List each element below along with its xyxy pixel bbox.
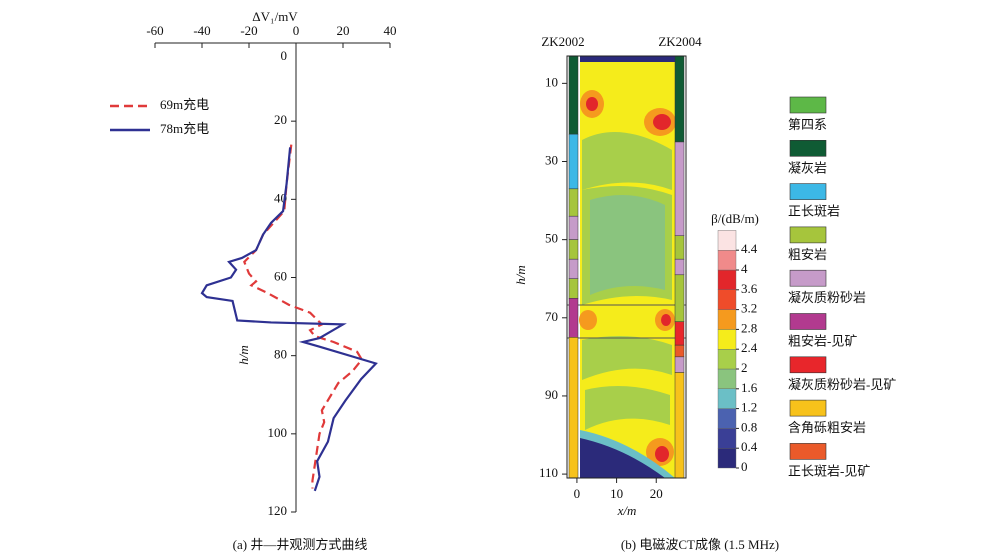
colorbar-band	[717, 368, 737, 389]
colorbar-label: β/(dB/m)	[711, 211, 759, 226]
borehole-segment	[674, 274, 685, 322]
x-tick-label: 10	[610, 486, 623, 501]
y-axis-label: h/m	[513, 265, 528, 285]
x-axis-label: ΔV₁/mV	[252, 9, 298, 24]
borehole-segment	[674, 356, 685, 373]
borehole-label: ZK2004	[658, 34, 702, 49]
lithology-label: 含角砾粗安岩	[788, 420, 866, 435]
lithology-swatch	[789, 399, 827, 417]
y-tick-label: 100	[268, 425, 288, 440]
borehole-segment	[568, 258, 579, 279]
colorbar-tick-label: 0.8	[741, 419, 757, 434]
borehole-segment	[674, 55, 685, 143]
colorbar-band	[717, 408, 737, 429]
lithology-swatch	[789, 96, 827, 114]
borehole-segment	[674, 344, 685, 358]
y-tick-label: 0	[281, 48, 288, 63]
x-tick-label: 20	[650, 486, 663, 501]
y-tick-label: 90	[545, 387, 558, 402]
colorbar-tick-label: 1.6	[741, 380, 758, 395]
colorbar-tick-label: 3.6	[741, 281, 758, 296]
lithology-label: 凝灰质粉砂岩-见矿	[788, 377, 896, 392]
x-tick-label: -40	[193, 23, 210, 38]
colorbar-band	[717, 289, 737, 310]
colorbar-tick-label: 0.4	[741, 439, 758, 454]
colorbar-tick-label: 2.4	[741, 340, 758, 355]
colorbar-band	[717, 428, 737, 449]
borehole-segment	[674, 372, 685, 479]
x-axis-label: x/m	[617, 503, 637, 518]
colorbar-tick-label: 4.4	[741, 241, 758, 256]
lithology-label: 正长斑岩-见矿	[788, 463, 870, 478]
y-tick-label: 120	[268, 503, 288, 518]
colorbar-tick-label: 3.2	[741, 301, 757, 316]
lithology-swatch	[789, 183, 827, 200]
lithology-swatch	[789, 356, 827, 374]
borehole-segment	[568, 188, 579, 217]
y-tick-label: 70	[545, 309, 558, 324]
legend-label: 78m充电	[160, 121, 209, 136]
borehole-segment	[674, 141, 685, 236]
caption: (b) 电磁波CT成像 (1.5 MHz)	[621, 537, 779, 552]
x-tick-label: 20	[337, 23, 350, 38]
colorbar-band	[717, 309, 737, 330]
lithology-label: 凝灰质粉砂岩	[788, 290, 866, 305]
lithology-label: 粗安岩	[788, 247, 827, 262]
colorbar-tick-label: 2.8	[741, 320, 757, 335]
contour-field	[566, 56, 687, 478]
borehole-label: ZK2002	[541, 34, 584, 49]
x-tick-label: 40	[384, 23, 397, 38]
colorbar-tick-label: 0	[741, 459, 748, 474]
borehole-segment	[568, 239, 579, 260]
y-tick-label: 80	[274, 347, 287, 362]
colorbar-band	[717, 230, 737, 251]
lithology-label: 正长斑岩	[788, 204, 840, 219]
y-tick-label: 30	[545, 152, 558, 167]
caption: (a) 井—井观测方式曲线	[233, 537, 368, 552]
lithology-label: 凝灰岩	[788, 160, 827, 175]
colorbar-tick-label: 1.2	[741, 400, 757, 415]
colorbar-tick-label: 2	[741, 360, 748, 375]
lithology-swatch	[789, 269, 827, 287]
lithology-swatch	[789, 443, 827, 460]
colorbar-band	[717, 269, 737, 290]
colorbar-band	[717, 249, 737, 271]
borehole-segment	[568, 55, 579, 135]
y-tick-label: 110	[539, 465, 558, 480]
legend-label: 69m充电	[160, 97, 209, 112]
lithology-label: 第四系	[788, 117, 827, 132]
x-tick-label: -60	[146, 23, 163, 38]
borehole-segment	[674, 235, 685, 260]
y-axis-label: h/m	[236, 345, 251, 365]
borehole-segment	[674, 321, 685, 346]
data-line	[243, 144, 364, 489]
colorbar-band	[717, 448, 737, 469]
borehole-segment	[568, 133, 579, 190]
colorbar-tick-label: 4	[741, 261, 748, 276]
y-tick-label: 60	[274, 268, 287, 283]
lithology-swatch	[789, 140, 827, 157]
borehole-segment	[568, 298, 579, 338]
x-tick-label: 0	[574, 486, 581, 501]
x-tick-label: -20	[240, 23, 257, 38]
colorbar-band	[717, 349, 737, 370]
borehole-segment	[568, 337, 579, 479]
y-tick-label: 20	[274, 112, 287, 127]
borehole-segment	[568, 215, 579, 240]
lithology-swatch	[789, 313, 827, 330]
data-line	[200, 147, 378, 492]
borehole-segment	[674, 258, 685, 276]
y-tick-label: 10	[545, 74, 558, 89]
borehole-segment	[568, 278, 579, 299]
lithology-swatch	[789, 226, 827, 244]
colorbar-band	[717, 329, 737, 350]
x-tick-label: 0	[293, 23, 300, 38]
plot-frame	[566, 55, 687, 479]
y-tick-label: 50	[545, 231, 558, 246]
lithology-label: 粗安岩-见矿	[788, 333, 857, 348]
colorbar-band	[717, 388, 737, 409]
